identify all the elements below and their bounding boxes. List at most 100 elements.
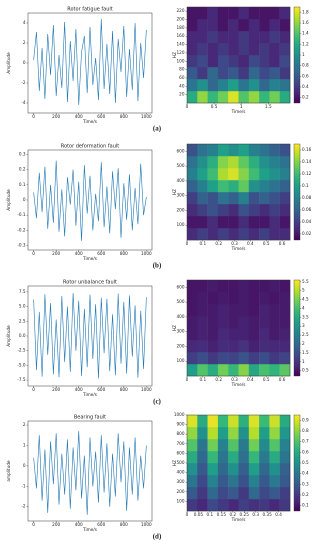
colorbar (293, 6, 301, 104)
heat-cell (217, 451, 229, 464)
heat-cell (187, 427, 198, 440)
colorbar-tick-label: 1.6 (302, 20, 309, 25)
colorbar-tick-label: 0.7 (302, 439, 309, 444)
heat-cell (269, 79, 280, 92)
heat-cell (228, 67, 239, 80)
heat-cell (187, 168, 198, 181)
colorbar (293, 414, 301, 512)
heat-cell (238, 475, 249, 488)
heat-cell (259, 67, 270, 80)
y-axis-label: HZ (172, 460, 177, 466)
heat-cell (207, 304, 219, 317)
x-axis-label: Time/s (82, 527, 97, 532)
heat-cell (259, 7, 270, 20)
heat-cell (248, 91, 260, 104)
x-tick-label: 1000 (141, 114, 152, 119)
heat-cell (197, 55, 208, 68)
heat-cell (279, 79, 291, 92)
heat-cell (228, 463, 239, 476)
heat-cell (248, 328, 260, 341)
heat-cell (197, 499, 208, 512)
x-axis-label: Time/s (231, 382, 246, 387)
y-tick-label: 200 (177, 489, 185, 494)
heat-cell (269, 352, 280, 365)
panel-label: (a) (153, 125, 162, 133)
heat-cell (269, 19, 280, 32)
x-tick-label: 0 (186, 512, 189, 517)
heat-cell (279, 55, 291, 68)
heat-cell (197, 79, 208, 92)
colorbar-tick-label: 0.4 (302, 471, 309, 476)
x-tick-label: 0.6 (279, 241, 286, 246)
heat-cell (259, 55, 270, 68)
heat-cell (207, 216, 219, 229)
heat-cell (248, 364, 260, 377)
heat-cell (259, 91, 270, 104)
heat-cell (259, 156, 270, 169)
x-tick-label: 0.3 (231, 377, 238, 382)
colorbar-tick-label: 0.12 (302, 171, 312, 176)
colorbar-tick-label: 5.5 (302, 279, 309, 284)
colorbar-tick-label: 3.5 (302, 314, 309, 319)
chart-title: Rotor fatigue fault (67, 7, 113, 13)
heat-cell (259, 144, 270, 157)
heat-cell (259, 228, 270, 241)
heat-cell (269, 292, 280, 305)
y-tick-label: 1 (23, 442, 26, 447)
heat-cell (269, 31, 280, 44)
heat-cell (269, 144, 280, 157)
x-tick-label: 0.5 (263, 241, 270, 246)
heat-cell (279, 439, 291, 452)
x-tick-label: 0.35 (262, 512, 272, 517)
heat-cell (269, 316, 280, 329)
heat-cell (228, 19, 239, 32)
heat-cell (238, 451, 249, 464)
heat-cell (238, 91, 249, 104)
heat-cell (187, 316, 198, 329)
heat-cell (238, 216, 249, 229)
y-tick-label: 300 (177, 479, 185, 484)
y-tick-label: -2.5 (17, 348, 26, 353)
heat-cell (217, 7, 229, 20)
heat-cell (187, 415, 198, 428)
heat-cell (238, 328, 249, 341)
heat-cell (238, 340, 249, 353)
heat-cell (197, 439, 208, 452)
signal-line (33, 160, 147, 241)
x-tick-label: 600 (97, 387, 105, 392)
heat-cell (259, 487, 270, 500)
heat-cell (228, 427, 239, 440)
heat-cell (207, 340, 219, 353)
heat-cell (197, 19, 208, 32)
x-axis-label: Time/s (82, 392, 97, 397)
heat-cell (207, 192, 219, 205)
heat-cell (248, 204, 260, 217)
heat-cell (238, 168, 249, 181)
heat-cell (207, 499, 219, 512)
heat-cell (228, 43, 239, 56)
y-tick-label: -0.1 (17, 212, 26, 217)
heat-cell (197, 340, 208, 353)
heat-cell (228, 204, 239, 217)
heat-cell (248, 19, 260, 32)
colorbar-tick-label: 2.5 (302, 332, 309, 337)
heat-cell (269, 192, 280, 205)
heat-cell (259, 364, 270, 377)
heat-cell (197, 43, 208, 56)
heat-cell (217, 79, 229, 92)
heat-cell (207, 19, 219, 32)
heat-cell (269, 180, 280, 193)
heat-cell (217, 180, 229, 193)
colorbar-tick-label: 0.5 (302, 460, 309, 465)
x-tick-label: 0 (186, 104, 189, 109)
heat-cell (279, 31, 291, 44)
y-tick-label: -7.5 (17, 377, 26, 382)
heat-cell (217, 168, 229, 181)
x-tick-label: 400 (75, 251, 83, 256)
x-tick-label: 0 (32, 251, 35, 256)
heat-cell (248, 55, 260, 68)
heat-cell (259, 439, 270, 452)
x-tick-label: 600 (97, 251, 105, 256)
heat-cell (248, 316, 260, 329)
colorbar-tick-label: 2 (302, 341, 305, 346)
